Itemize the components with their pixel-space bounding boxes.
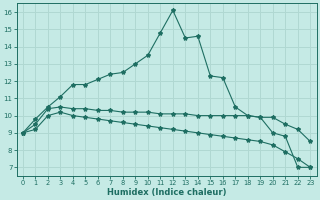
X-axis label: Humidex (Indice chaleur): Humidex (Indice chaleur) [107, 188, 226, 197]
